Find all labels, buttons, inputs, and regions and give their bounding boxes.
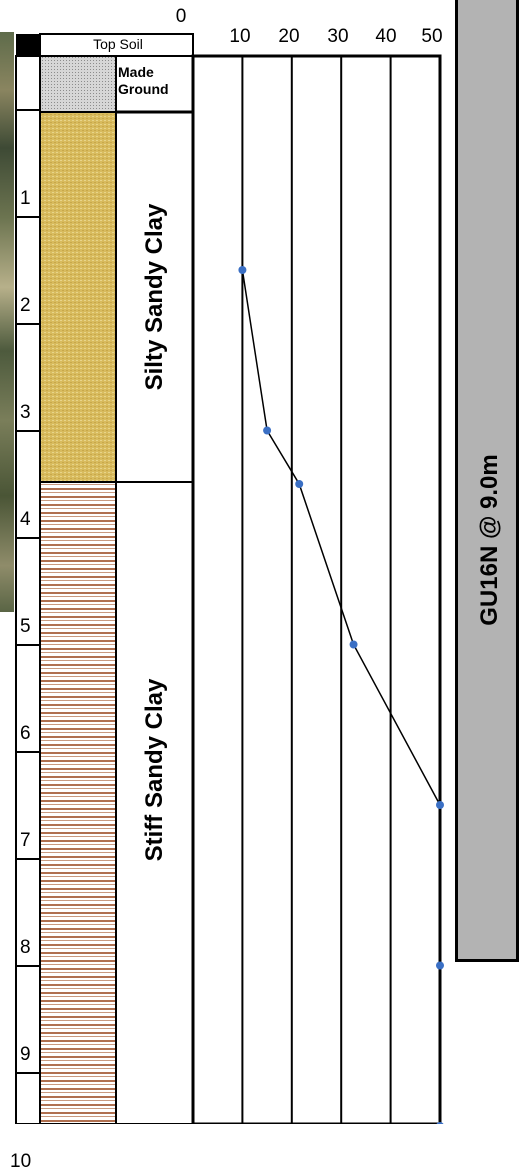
borehole-log (15, 33, 444, 1124)
depth-label: 1 (20, 188, 31, 209)
axis-tick-label: 50 (421, 26, 443, 47)
depth-label: 5 (20, 616, 31, 637)
data-point (295, 480, 304, 488)
spt-chart (191, 54, 444, 1124)
depth-label: 3 (20, 402, 31, 423)
site-photo-strip (0, 32, 14, 612)
axis-tick-label: 20 (278, 26, 300, 47)
axis-tick-label: 40 (375, 26, 397, 47)
description-column (115, 55, 194, 1124)
data-point (238, 266, 247, 274)
top-soil-block (16, 34, 40, 56)
depth-label: 8 (20, 937, 31, 958)
made-ground-pattern (39, 55, 117, 113)
axis-tick-label: 10 (229, 26, 251, 47)
top-soil-label: Top Soil (93, 36, 143, 52)
data-point (436, 801, 444, 809)
depth-label: 2 (20, 295, 31, 316)
depth-label: 7 (20, 830, 31, 851)
silty-clay-pattern (39, 111, 117, 483)
chart-frame (191, 54, 442, 1124)
depth-label: 9 (20, 1044, 31, 1065)
data-point (349, 640, 358, 649)
stiff-clay-pattern (39, 481, 117, 1124)
data-point (263, 426, 272, 435)
data-point (436, 961, 444, 970)
sample-box (455, 0, 519, 962)
depth-ticks (16, 109, 40, 1074)
depth-column (15, 55, 41, 1124)
depth-label: 6 (20, 723, 31, 744)
depth-label: 10 (10, 1151, 32, 1172)
depth-label: 4 (20, 509, 31, 530)
axis-tick-label: 30 (327, 26, 349, 47)
made-ground-label: Made Ground (118, 64, 169, 97)
axis-zero-label: 0 (175, 6, 187, 27)
